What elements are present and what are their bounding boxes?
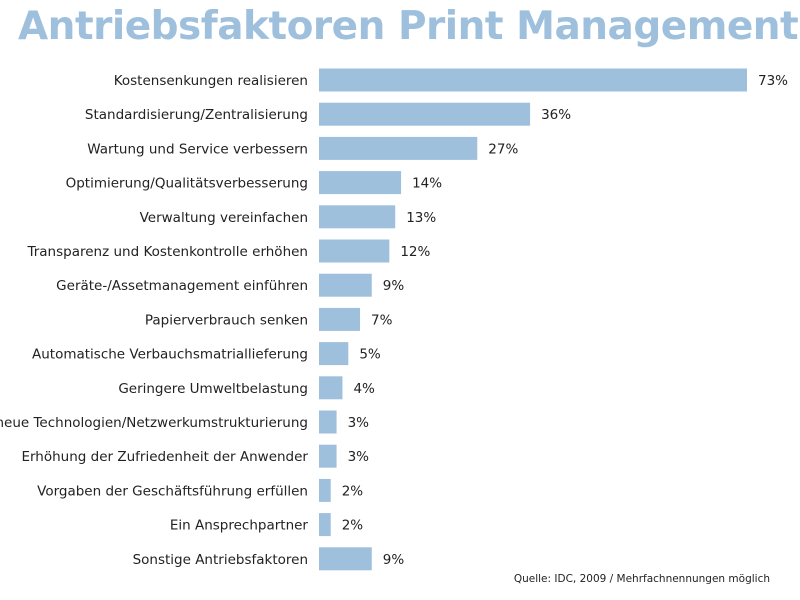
category-label: Automatische Verbauchsmatriallieferung	[32, 347, 308, 363]
value-label: 2%	[342, 483, 364, 499]
category-label: Kostensenkungen realisieren	[114, 73, 308, 89]
bar	[319, 547, 372, 571]
value-label: 27%	[488, 141, 518, 157]
bar	[319, 273, 372, 297]
bar	[319, 513, 331, 537]
value-label: 3%	[348, 415, 370, 431]
value-label: 5%	[359, 347, 381, 363]
category-label: Transparenz und Kostenkontrolle erhöhen	[26, 244, 308, 260]
category-label: neue Technologien/Netzwerkumstrukturieru…	[0, 415, 308, 431]
bar	[319, 307, 361, 331]
bar	[319, 342, 349, 366]
value-label: 7%	[371, 312, 393, 328]
category-label: Optimierung/Qualitätsverbesserung	[66, 176, 308, 192]
category-label: Verwaltung vereinfachen	[140, 210, 308, 226]
source-note: Quelle: IDC, 2009 / Mehrfachnennungen mö…	[513, 573, 770, 585]
bar	[319, 478, 331, 502]
category-label: Sonstige Antriebsfaktoren	[133, 552, 308, 568]
bar	[319, 102, 531, 126]
value-label: 9%	[383, 278, 405, 294]
category-label: Papierverbrauch senken	[145, 312, 308, 328]
bar	[319, 410, 337, 434]
category-label: Standardisierung/Zentralisierung	[85, 107, 308, 123]
bar	[319, 239, 390, 263]
value-label: 73%	[758, 73, 788, 89]
category-label: Wartung und Service verbessern	[87, 141, 308, 157]
category-label: Vorgaben der Geschäftsführung erfüllen	[37, 483, 308, 499]
value-label: 3%	[348, 449, 370, 465]
value-label: 2%	[342, 518, 364, 534]
bar	[319, 171, 402, 195]
category-label: Geräte-/Assetmanagement einführen	[56, 278, 308, 294]
bar	[319, 136, 478, 160]
bar	[319, 444, 337, 468]
value-label: 4%	[353, 381, 375, 397]
bar	[319, 376, 343, 400]
value-label: 13%	[406, 210, 436, 226]
value-label: 36%	[541, 107, 571, 123]
bar	[319, 205, 396, 229]
category-label: Erhöhung der Zufriedenheit der Anwender	[21, 449, 308, 465]
value-label: 12%	[400, 244, 430, 260]
bar	[319, 68, 747, 92]
value-label: 14%	[412, 176, 442, 192]
value-label: 9%	[383, 552, 405, 568]
category-label: Geringere Umweltbelastung	[118, 381, 308, 397]
chart-title: Antriebsfaktoren Print Management	[18, 4, 799, 49]
category-label: Ein Ansprechpartner	[170, 518, 309, 534]
